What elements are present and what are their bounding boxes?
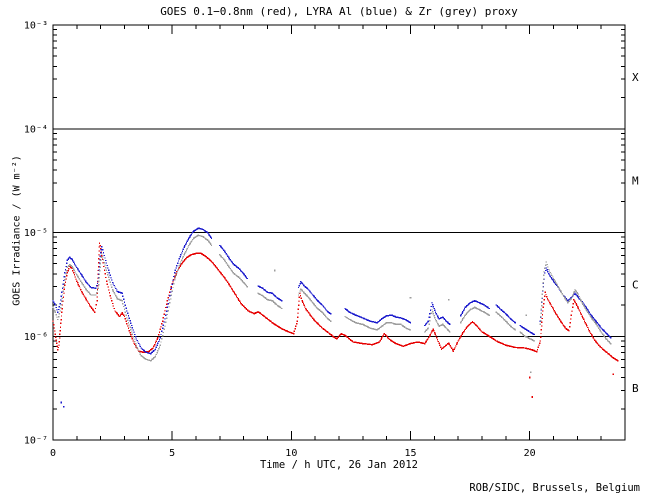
x-tick-label: 10 <box>285 448 297 459</box>
x-tick-label: 20 <box>524 448 536 459</box>
x-tick-label: 0 <box>50 448 56 459</box>
flare-class-label-B: B <box>632 382 639 395</box>
credit-text: ROB/SIDC, Brussels, Belgium <box>469 482 640 494</box>
y-tick-label: 10⁻⁵ <box>24 228 48 239</box>
x-tick-label: 15 <box>404 448 416 459</box>
chart-title: GOES 0.1−0.8nm (red), LYRA Al (blue) & Z… <box>160 5 518 18</box>
x-tick-label: 5 <box>169 448 175 459</box>
flare-class-label-M: M <box>632 175 639 188</box>
series-zr-dots <box>52 234 612 362</box>
y-tick-label: 10⁻⁷ <box>24 436 48 447</box>
flare-class-label-C: C <box>632 278 639 291</box>
x-axis-title: Time / h UTC, 26 Jan 2012 <box>259 459 419 471</box>
outlier-al-dots <box>60 401 65 408</box>
outlier-zr-dots <box>273 269 532 374</box>
y-tick-label: 10⁻⁴ <box>24 124 48 135</box>
series-goes-dots <box>52 242 619 362</box>
y-tick-label: 10⁻³ <box>24 21 48 32</box>
outlier-goes-dots <box>528 373 614 398</box>
y-tick-label: 10⁻⁶ <box>24 332 48 343</box>
flare-class-label-X: X <box>632 71 639 84</box>
